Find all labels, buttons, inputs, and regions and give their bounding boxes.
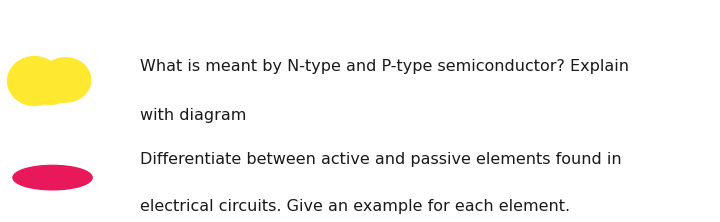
Ellipse shape — [7, 57, 61, 105]
Text: What is meant by N-type and P-type semiconductor? Explain: What is meant by N-type and P-type semic… — [140, 59, 629, 74]
Text: Differentiate between active and passive elements found in: Differentiate between active and passive… — [140, 152, 622, 167]
Ellipse shape — [40, 58, 91, 102]
Text: with diagram: with diagram — [140, 108, 247, 123]
Ellipse shape — [27, 69, 73, 104]
Circle shape — [13, 165, 92, 190]
Text: electrical circuits. Give an example for each element.: electrical circuits. Give an example for… — [140, 199, 570, 214]
